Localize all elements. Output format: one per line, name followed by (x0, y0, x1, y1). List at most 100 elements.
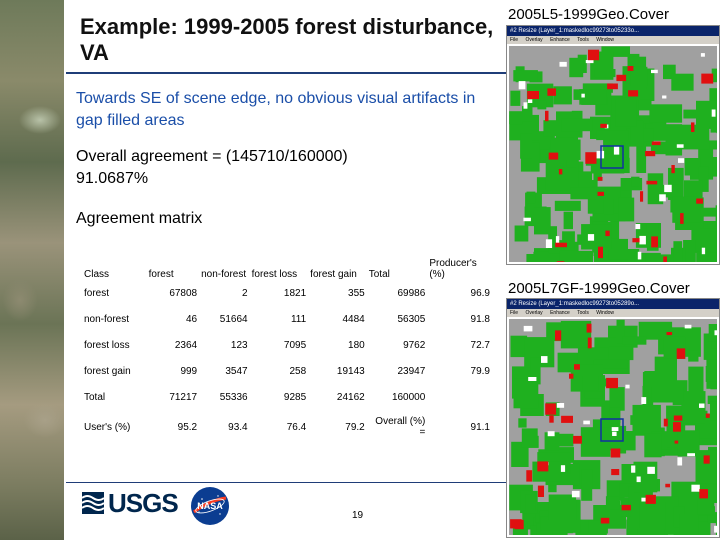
bottom-image-label: 2005L7GF-1999Geo.Cover (508, 280, 690, 297)
loss-patch (610, 448, 621, 458)
forest-patch (677, 430, 700, 457)
forest-patch (705, 366, 717, 382)
forest-patch (685, 436, 717, 446)
bottom-window-titlebar[interactable]: #2 Resize (Layer_1:maskedloc99273to05289… (507, 299, 719, 309)
loss-patch (587, 337, 592, 349)
loss-patch (663, 256, 667, 262)
gain-patch (571, 490, 580, 498)
table-cell: 96.9 (470, 287, 490, 299)
forest-patch (525, 494, 536, 511)
gain-patch (641, 497, 649, 502)
forest-patch (706, 140, 717, 150)
gain-patch (677, 457, 683, 466)
table-cell: 999 (180, 365, 198, 377)
gain-patch (641, 397, 647, 404)
gain-patch (714, 525, 717, 533)
menu-overlay[interactable]: Overlay (525, 310, 543, 316)
forest-patch (636, 142, 647, 173)
menu-tools[interactable]: Tools (577, 37, 589, 43)
header-producers: Producer's (%) (429, 258, 477, 280)
overall-value: 91.1 (470, 421, 490, 433)
forest-patch (522, 106, 533, 122)
menu-tools[interactable]: Tools (577, 310, 589, 316)
forest-patch (672, 196, 701, 223)
forest-patch (509, 111, 523, 125)
forest-patch (649, 104, 683, 123)
forest-patch (609, 387, 625, 411)
usgs-logo-text: USGS (108, 487, 179, 518)
menu-file[interactable]: File (510, 310, 519, 316)
gain-patch (678, 158, 685, 163)
loss-patch (545, 110, 549, 122)
gain-patch (560, 465, 566, 472)
gain-patch (523, 217, 531, 222)
forest-patch (671, 73, 694, 91)
forest-patch (581, 469, 593, 501)
agreement-matrix: Class forest non-forest forest loss fore… (82, 244, 492, 444)
gain-patch (711, 109, 716, 117)
forest-patch (513, 378, 539, 409)
menu-enhance[interactable]: Enhance (550, 310, 570, 316)
forest-patch (513, 70, 538, 82)
nasa-meatball-icon: NASA (191, 487, 229, 525)
table-cell: 1821 (283, 287, 307, 299)
loss-patch (600, 123, 607, 128)
forest-patch (530, 357, 541, 385)
loss-patch (666, 332, 673, 336)
table-cell: 79.9 (470, 365, 490, 377)
top-image-window[interactable]: #2 Resize (Layer_1:maskedloc99273to05233… (506, 25, 720, 265)
table-cell: 46 (186, 313, 198, 325)
loss-patch (632, 238, 640, 243)
loss-patch (510, 519, 522, 529)
forest-patch (715, 205, 717, 228)
gain-patch (647, 466, 655, 474)
title-divider (66, 72, 506, 74)
forest-patch (645, 254, 675, 262)
table-cell: 24162 (336, 391, 365, 403)
loss-patch (555, 330, 562, 341)
forest-patch (559, 250, 593, 262)
forest-patch (702, 252, 717, 262)
gain-patch (523, 325, 533, 332)
table-cell: 56305 (397, 313, 426, 325)
forest-patch (570, 187, 597, 200)
table-row: forest 67808 2 1821 355 69986 96.9 (82, 280, 492, 306)
loss-patch (640, 191, 644, 202)
header-forest-loss: forest loss (251, 269, 298, 280)
gain-patch (636, 476, 641, 483)
gain-patch (676, 144, 684, 148)
loss-patch (555, 242, 567, 248)
forest-patch (630, 120, 644, 147)
gain-patch (613, 146, 620, 155)
nasa-logo: NASA (190, 486, 230, 531)
table-cell: 2364 (174, 339, 198, 351)
loss-patch (673, 415, 683, 421)
header-nonforest: non-forest (201, 269, 247, 280)
slide-subtitle: Towards SE of scene edge, no obvious vis… (76, 90, 476, 129)
loss-patch (676, 348, 686, 359)
menu-enhance[interactable]: Enhance (550, 37, 570, 43)
forest-patch (618, 197, 635, 222)
forest-patch (699, 207, 717, 217)
menu-file[interactable]: File (510, 37, 519, 43)
agreement-percent: 91.0687% (76, 170, 149, 187)
loss-patch (703, 455, 710, 464)
top-window-titlebar[interactable]: #2 Resize (Layer_1:maskedloc99273to05233… (507, 26, 719, 36)
forest-patch (707, 512, 717, 524)
table-row: Total 71217 55336 9285 24162 160000 (82, 384, 492, 410)
forest-patch (683, 180, 703, 201)
forest-patch (555, 433, 574, 447)
table-row: forest gain 999 3547 258 19143 23947 79.9 (82, 358, 492, 384)
menu-window[interactable]: Window (596, 37, 615, 43)
forest-patch (561, 118, 593, 132)
row-label: non-forest (84, 313, 130, 325)
loss-patch (665, 483, 670, 488)
forest-patch (688, 366, 704, 394)
menu-window[interactable]: Window (596, 310, 615, 316)
table-cell: 76.4 (286, 421, 307, 433)
row-label: forest gain (84, 365, 131, 377)
menu-overlay[interactable]: Overlay (525, 37, 543, 43)
table-row: non-forest 46 51664 111 4484 56305 91.8 (82, 306, 492, 332)
bottom-image-window[interactable]: #2 Resize (Layer_1:maskedloc99273to05289… (506, 298, 720, 538)
forest-patch (603, 199, 614, 215)
